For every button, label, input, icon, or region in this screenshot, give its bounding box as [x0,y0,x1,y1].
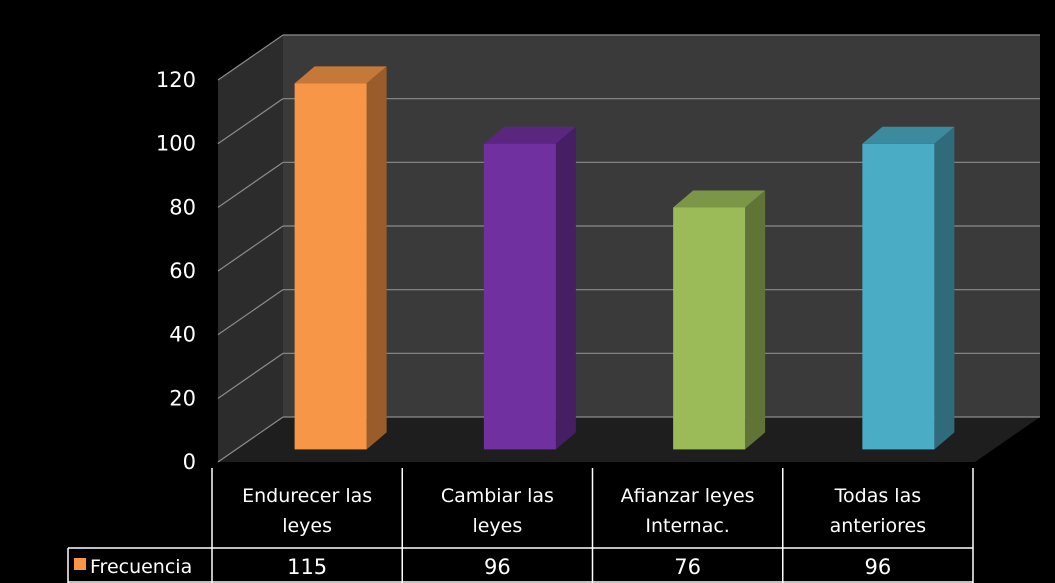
floor [218,417,1040,462]
value-label: 115 [287,555,327,579]
category-label: Endurecer las [242,485,372,507]
y-axis: 0 20 40 60 80 100 120 [156,68,196,474]
bar-top [673,190,766,208]
category-label: Cambiar las [441,485,554,507]
category-label: leyes [472,515,522,537]
bar [294,66,387,450]
category-label: Todas las [834,485,921,507]
legend-series-label: Frecuencia [90,556,192,578]
value-label: 76 [674,555,701,579]
category-label: leyes [282,515,332,537]
y-tick-label: 20 [169,386,196,410]
y-tick-label: 40 [169,323,196,347]
bar-front [483,143,556,450]
bar [673,190,766,450]
bar-side [745,190,766,450]
value-label: 96 [865,555,892,579]
bar-side [934,126,955,450]
y-tick-label: 120 [156,68,196,92]
y-tick-label: 80 [169,195,196,219]
legend-marker [74,558,86,570]
category-label: anteriores [830,515,927,537]
y-tick-label: 60 [169,259,196,283]
gridline-side [217,225,284,272]
bar [862,126,955,450]
bars [294,66,955,450]
category-label: Afianzar leyes [621,485,755,507]
data-table: Endurecer las leyes 115 Cambiar las leyes 96 A… [67,468,974,583]
bar-top [294,66,387,84]
category-label: Internac. [645,515,729,537]
bar [483,126,576,450]
gridline-side [217,289,284,336]
bar-top [483,126,576,144]
y-tick-label: 100 [156,132,196,156]
bar-top [862,126,955,144]
bar-side [555,126,576,450]
gridline-side [217,161,284,208]
bar-front [294,83,367,450]
bar-front [673,207,746,450]
gridline-side [217,34,284,81]
gridline-side [217,416,284,463]
gridline-side [217,98,284,145]
y-tick-label: 0 [183,450,196,474]
value-label: 96 [484,555,511,579]
bar-front [862,143,935,450]
gridline-side [217,352,284,399]
bar-side [366,66,387,450]
